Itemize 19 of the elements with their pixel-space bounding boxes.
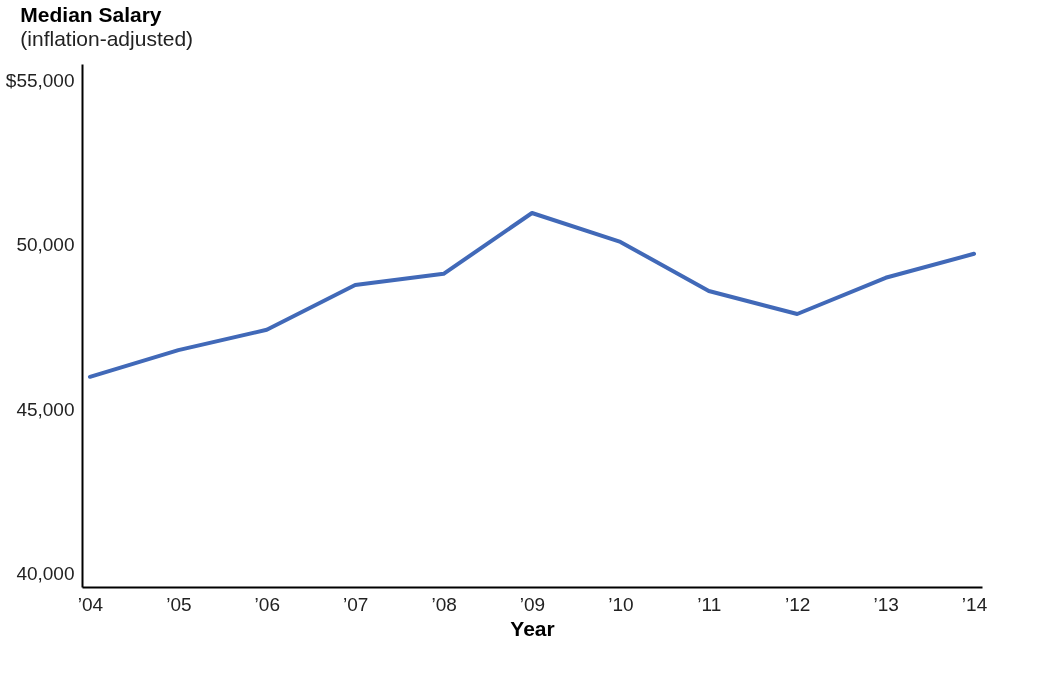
y-tick-label: 40,000	[16, 563, 75, 585]
y-tick-label: 50,000	[16, 234, 75, 256]
x-tick-label: ’08	[431, 593, 457, 615]
x-axis-title: Year	[510, 616, 555, 640]
x-tick-label: ’04	[77, 593, 104, 615]
x-tick-label: ’10	[608, 593, 634, 615]
line-series	[87, 211, 977, 379]
y-tick-label: 45,000	[16, 398, 75, 420]
x-tick-label: ’14	[961, 593, 988, 615]
x-tick-label: ’09	[519, 593, 546, 615]
y-tick-label: $55,000	[5, 69, 75, 91]
x-tick-label: ’05	[166, 593, 192, 615]
chart-subtitle: (inflation-adjusted)	[20, 27, 194, 50]
chart-title: Median Salary	[20, 3, 162, 26]
x-tick-label: ’13	[873, 593, 899, 615]
x-tick-label: ’11	[697, 593, 722, 615]
x-tick-label: ’07	[343, 593, 369, 615]
x-tick-label: ’06	[254, 593, 280, 615]
x-tick-label: ’12	[785, 593, 811, 615]
